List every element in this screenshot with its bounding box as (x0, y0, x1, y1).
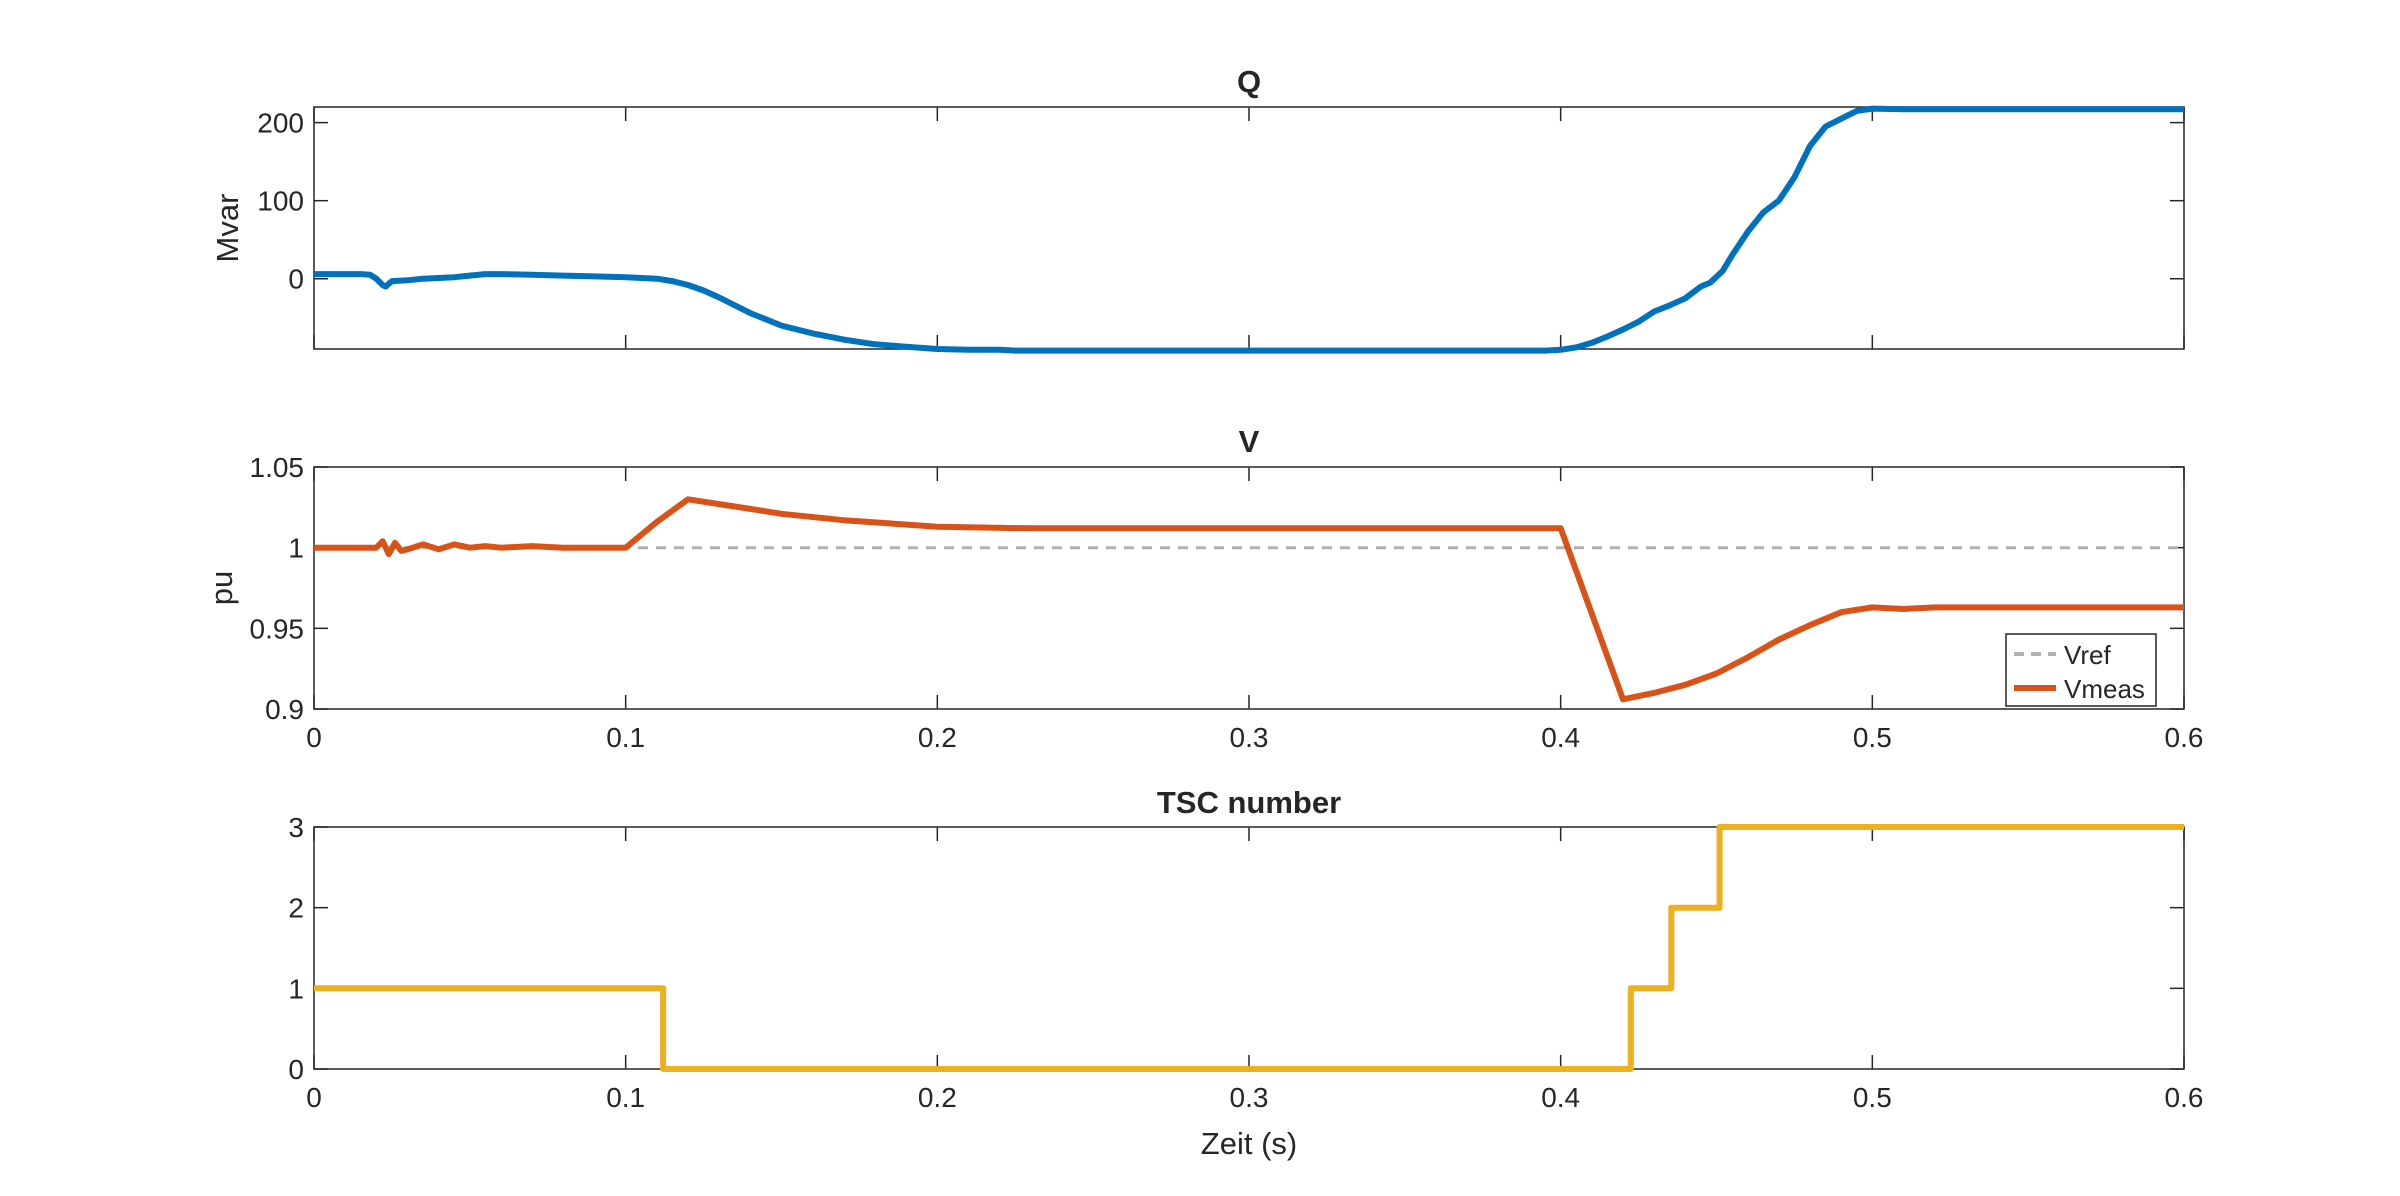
v-legend: Vref Vmeas (2005, 633, 2157, 707)
tsc-panel-xlabel: Zeit (s) (1201, 1126, 1297, 1161)
v-axes-box (313, 466, 2185, 710)
v-legend-box (2005, 633, 2157, 707)
q-ytick-label: 100 (257, 186, 304, 217)
q-panel-title: Q (1237, 64, 1261, 99)
tsc-ytick-label: 3 (288, 812, 304, 843)
tsc-axes: 0 1 2 3 0 0.1 0.2 0.3 0.4 0.5 0.6 (288, 812, 2203, 1113)
v-axes: 0.9 0.95 1 1.05 0 0.1 0.2 0.3 0.4 0.5 0.6 (250, 452, 2204, 753)
tsc-ytick-label: 2 (288, 893, 304, 924)
v-panel-ylabel: pu (204, 571, 239, 605)
tsc-panel: TSC number 0 1 2 3 0 0.1 0.2 0.3 0.4 0.5 0.6 Zeit … (288, 785, 2203, 1161)
tsc-xtick-label: 0 (306, 1082, 322, 1113)
tsc-xtick-label: 0.3 (1230, 1082, 1269, 1113)
v-legend-vmeas-label: Vmeas (2064, 674, 2145, 704)
v-ytick-label: 0.9 (265, 694, 304, 725)
tsc-series-line (314, 824, 2184, 1072)
v-xtick-label: 0 (306, 722, 322, 753)
v-xtick-label: 0.4 (1541, 722, 1580, 753)
tsc-ytick-label: 0 (288, 1054, 304, 1085)
v-xtick-label: 0.6 (2165, 722, 2204, 753)
q-axes: 0 100 200 (257, 105, 2185, 354)
tsc-xtick-label: 0.5 (1853, 1082, 1892, 1113)
q-ytick-label: 0 (288, 264, 304, 295)
v-ytick-label: 1 (288, 533, 304, 564)
v-panel: V pu 0.9 0.95 1 1.05 0 0.1 0.2 0.3 0.4 0.5 0.6 Vre… (204, 424, 2203, 753)
v-xtick-label: 0.3 (1230, 722, 1269, 753)
q-axes-box (313, 106, 2185, 350)
tsc-ytick-label: 1 (288, 973, 304, 1004)
v-xtick-label: 0.5 (1853, 722, 1892, 753)
v-panel-title: V (1239, 424, 1260, 459)
v-xtick-label: 0.1 (606, 722, 645, 753)
q-panel-ylabel: Mvar (210, 194, 245, 263)
tsc-axes-box (313, 826, 2185, 1070)
v-ytick-label: 0.95 (250, 613, 305, 644)
q-series-line (314, 105, 2184, 354)
q-panel: Q Mvar 0 100 200 (210, 64, 2185, 354)
tsc-panel-title: TSC number (1157, 785, 1341, 820)
v-xtick-label: 0.2 (918, 722, 957, 753)
tsc-xtick-label: 0.2 (918, 1082, 957, 1113)
tsc-xtick-label: 0.4 (1541, 1082, 1580, 1113)
tsc-xtick-label: 0.1 (606, 1082, 645, 1113)
tsc-xtick-label: 0.6 (2165, 1082, 2204, 1113)
v-legend-vref-label: Vref (2064, 640, 2111, 670)
q-ytick-label: 200 (257, 108, 304, 139)
v-series-vmeas (314, 496, 2184, 703)
v-ytick-label: 1.05 (250, 452, 305, 483)
